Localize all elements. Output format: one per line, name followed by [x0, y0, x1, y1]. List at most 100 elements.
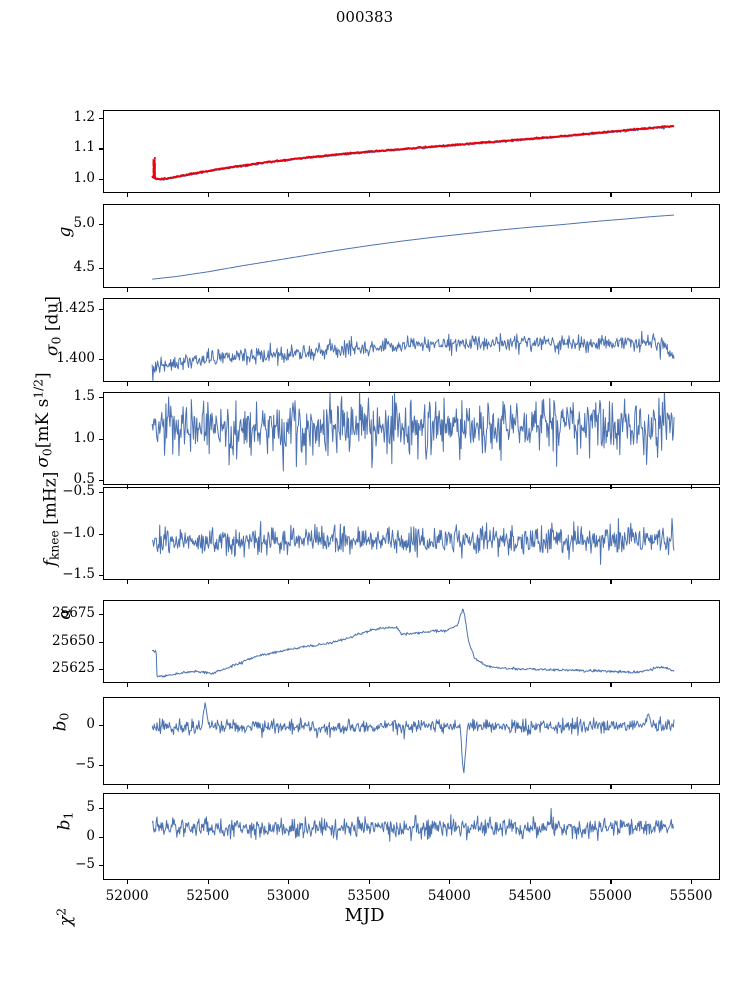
- x-tick-mark: [691, 880, 693, 884]
- x-tick-mark: [288, 288, 290, 292]
- y-tick-mark: [99, 117, 103, 119]
- x-tick-mark: [529, 785, 531, 789]
- y-tick-label: 5: [86, 798, 95, 815]
- series-sigma0-du: [152, 214, 675, 280]
- x-tick-mark: [529, 193, 531, 197]
- y-tick-mark: [99, 668, 103, 670]
- x-tick-mark: [529, 880, 531, 884]
- y-tick-label: 25650: [52, 632, 95, 649]
- x-tick-mark: [207, 683, 209, 687]
- x-tick-mark: [368, 288, 370, 292]
- x-tick-mark: [529, 580, 531, 584]
- x-tick-mark: [610, 683, 612, 687]
- x-tick-label: 55500: [669, 888, 713, 904]
- plot-panel-alpha: [103, 487, 720, 580]
- y-tick-label: 1.425: [56, 300, 95, 316]
- x-tick-mark: [529, 485, 531, 489]
- y-tick-mark: [99, 764, 103, 766]
- x-tick-mark: [449, 193, 451, 197]
- x-tick-mark: [288, 880, 290, 884]
- x-tick-label: 53000: [266, 888, 310, 904]
- x-tick-mark: [691, 785, 693, 789]
- x-tick-mark: [207, 382, 209, 386]
- x-tick-mark: [127, 785, 129, 789]
- x-tick-mark: [368, 193, 370, 197]
- plot-panel-b0: [103, 600, 720, 683]
- gain-outlier-scatter: [152, 157, 156, 180]
- x-tick-mark: [449, 485, 451, 489]
- x-tick-mark: [288, 683, 290, 687]
- x-tick-label: 55000: [588, 888, 632, 904]
- x-tick-label: 53500: [347, 888, 391, 904]
- y-tick-mark: [99, 148, 103, 150]
- x-tick-label: 52000: [105, 888, 149, 904]
- x-tick-mark: [288, 580, 290, 584]
- y-tick-label: −0.5: [62, 482, 95, 499]
- series-gain-fit: [151, 124, 675, 181]
- y-tick-mark: [99, 223, 103, 225]
- y-tick-mark: [99, 359, 103, 361]
- x-tick-mark: [207, 288, 209, 292]
- x-tick-label: 54000: [427, 888, 471, 904]
- series-b1: [151, 702, 675, 774]
- series-b0: [151, 608, 675, 678]
- x-tick-mark: [691, 288, 693, 292]
- y-tick-mark: [99, 865, 103, 867]
- y-tick-mark: [99, 438, 103, 440]
- x-tick-mark: [288, 485, 290, 489]
- y-tick-label: 4.5: [73, 259, 95, 276]
- x-tick-mark: [610, 485, 612, 489]
- x-tick-mark: [449, 880, 451, 884]
- x-tick-mark: [368, 580, 370, 584]
- y-tick-mark: [99, 480, 103, 482]
- x-tick-mark: [368, 683, 370, 687]
- plot-panel-gain: [103, 110, 720, 193]
- plot-panel-chi2: [103, 793, 720, 880]
- y-tick-label: −1.5: [62, 566, 95, 583]
- y-tick-label: 1.2: [73, 108, 95, 125]
- x-tick-mark: [207, 580, 209, 584]
- y-tick-label: 1.0: [73, 170, 95, 187]
- y-tick-label: 1.400: [56, 350, 95, 366]
- figure-title: 000383: [335, 8, 394, 26]
- y-tick-mark: [99, 396, 103, 399]
- x-tick-mark: [449, 683, 451, 687]
- x-tick-mark: [610, 288, 612, 292]
- x-tick-mark: [610, 880, 612, 884]
- x-tick-mark: [127, 683, 129, 687]
- x-tick-mark: [449, 785, 451, 789]
- y-tick-mark: [99, 491, 103, 494]
- y-tick-mark: [99, 641, 103, 643]
- x-tick-mark: [529, 288, 531, 292]
- x-tick-mark: [127, 580, 129, 584]
- y-tick-label: 0.5: [73, 471, 95, 488]
- y-tick-label: −5: [75, 856, 95, 873]
- x-tick-mark: [610, 785, 612, 789]
- plot-panel-b1: [103, 697, 720, 785]
- x-tick-mark: [368, 382, 370, 386]
- y-axis-label-chi2: χ2: [54, 907, 76, 926]
- plot-panel-sigma0-mK: [103, 298, 720, 382]
- y-tick-label: 25675: [52, 605, 95, 622]
- x-tick-mark: [207, 485, 209, 489]
- x-tick-mark: [127, 485, 129, 489]
- x-tick-mark: [368, 785, 370, 789]
- x-tick-mark: [449, 580, 451, 584]
- x-tick-mark: [691, 580, 693, 584]
- series-alpha: [151, 518, 675, 565]
- y-tick-label: 5.0: [73, 214, 95, 231]
- plot-panel-f-knee: [103, 392, 720, 485]
- x-tick-mark: [207, 785, 209, 789]
- x-tick-mark: [691, 382, 693, 386]
- x-axis-label: MJD: [344, 905, 385, 926]
- y-tick-mark: [99, 836, 103, 838]
- x-tick-mark: [288, 193, 290, 197]
- x-tick-mark: [691, 683, 693, 687]
- x-tick-mark: [691, 485, 693, 489]
- series-chi2: [151, 807, 675, 842]
- y-tick-label: −1.0: [62, 524, 95, 541]
- y-tick-label: 1.5: [73, 387, 95, 404]
- series-sigma0-mK: [151, 330, 675, 381]
- x-tick-mark: [610, 193, 612, 197]
- x-tick-label: 52500: [186, 888, 230, 904]
